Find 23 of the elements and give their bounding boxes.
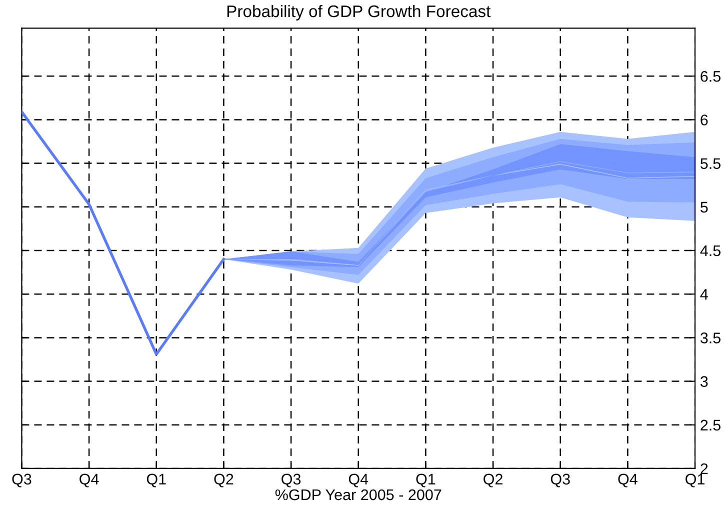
y-tick-label: 4.5 [700,246,720,256]
x-tick-label: Q2 [484,474,502,488]
y-tick-label: 4 [700,289,708,300]
x-tick-label: Q4 [618,474,638,488]
y-tick-label: 2 [700,463,708,474]
x-tick-label: Q4 [80,474,99,488]
chart-title: Probability of GDP Growth Forecast [227,4,491,21]
y-tick-label: 5 [700,202,708,213]
x-tick-label: Q4 [348,474,368,488]
y-tick-label: 6 [700,114,708,126]
x-tick-label: Q3 [282,474,301,488]
x-tick-label: Q3 [12,474,32,488]
x-tick-label: Q1 [146,474,166,488]
y-tick-label: 5.5 [700,158,720,169]
y-tick-label: 3.5 [700,332,720,344]
x-tick-label: Q2 [214,474,234,488]
x-tick-label: Q1 [686,474,704,488]
x-axis-title: %GDP Year 2005 - 2007 [275,489,442,500]
y-tick-label: 2.5 [700,420,720,431]
y-tick-label: 3 [700,376,708,387]
y-tick-label: 6.5 [700,70,720,82]
x-tick-label: Q3 [550,474,570,488]
x-tick-label: Q1 [416,474,436,488]
